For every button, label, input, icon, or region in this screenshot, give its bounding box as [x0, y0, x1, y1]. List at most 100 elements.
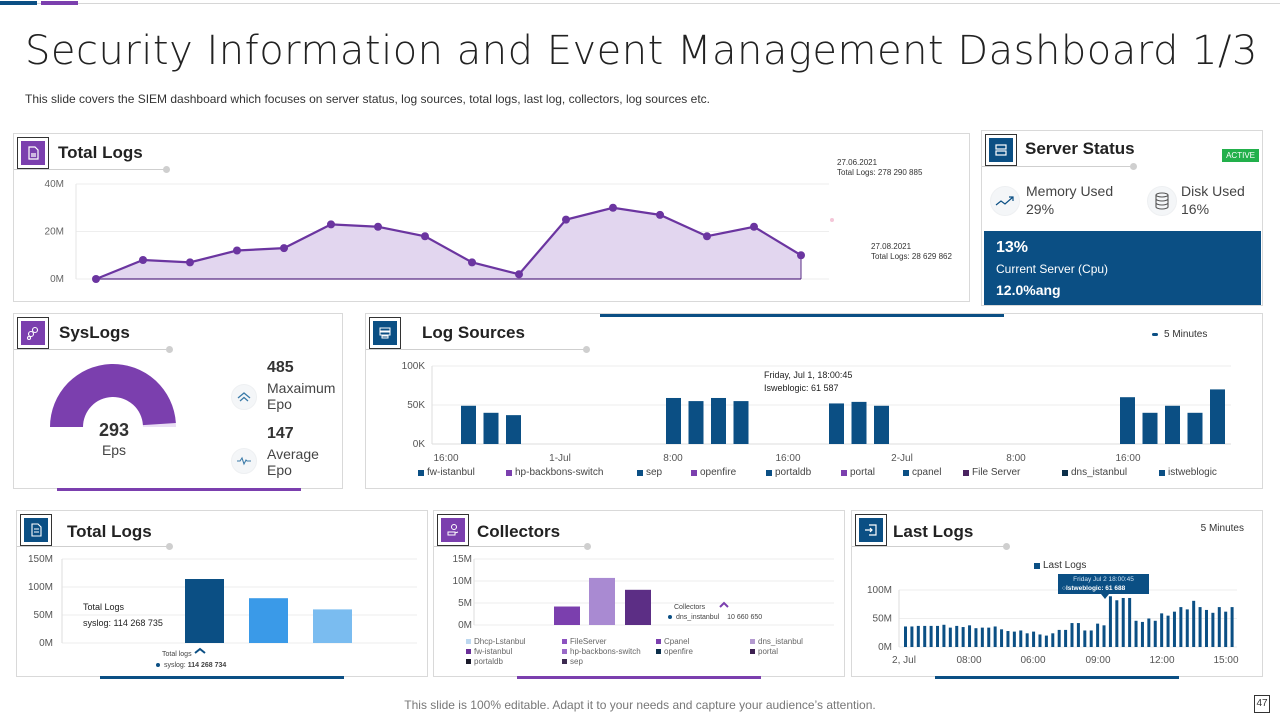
- bar: [625, 589, 651, 625]
- bar: [313, 609, 352, 643]
- avg-label-line2: Epo: [267, 462, 292, 478]
- annotation-bottom-date: 27.08.2021: [871, 242, 912, 251]
- x-tick-label: 16:00: [1115, 453, 1140, 464]
- y-tick-label: 0M: [50, 274, 64, 284]
- legend-item[interactable]: portal: [841, 467, 875, 478]
- bar: [1192, 600, 1196, 647]
- legend-item[interactable]: cpanel: [903, 467, 941, 478]
- legend-item[interactable]: portaldb: [766, 467, 811, 478]
- legend-swatch: [841, 469, 847, 476]
- x-tick-label: 12:00: [1149, 655, 1174, 666]
- max-label-line1: Maxaimum: [267, 380, 336, 396]
- legend-swatch: [466, 649, 471, 654]
- page-number: 47: [1254, 695, 1270, 713]
- legend-item[interactable]: istweblogic: [1159, 467, 1217, 478]
- legend-item[interactable]: openfire: [656, 647, 693, 656]
- data-point: [468, 258, 476, 267]
- tooltip-line1: Friday Jul 2 18:00:45: [1073, 576, 1134, 583]
- legend-item[interactable]: portaldb: [466, 657, 503, 666]
- legend-item[interactable]: sep: [562, 657, 583, 666]
- bar: [1230, 607, 1234, 647]
- series-dot-icon: [156, 663, 160, 667]
- legend-label: istweblogic: [1168, 467, 1217, 478]
- legend-item[interactable]: hp-backbons-switch: [562, 647, 641, 656]
- disk-label: Disk Used: [1181, 183, 1245, 199]
- title-underline-dot: [1130, 163, 1137, 170]
- server-rack-icon: [373, 321, 397, 345]
- tooltip-title: Total logs: [162, 651, 192, 658]
- y-tick-label: 100M: [28, 582, 53, 593]
- interval-selector[interactable]: 5 Minutes: [1152, 329, 1207, 340]
- eps-value: 293: [98, 420, 130, 440]
- eps-label: Eps: [101, 442, 127, 458]
- panel-title: SysLogs: [59, 323, 130, 342]
- legend-item[interactable]: dns_istanbul: [750, 637, 803, 646]
- x-tick-label: 16:00: [775, 453, 800, 464]
- data-point: [280, 244, 288, 253]
- legend-item[interactable]: portal: [750, 647, 778, 656]
- max-icon-circle: [231, 384, 257, 410]
- bar: [1198, 607, 1202, 647]
- legend-item[interactable]: fw-istanbul: [418, 467, 475, 478]
- legend-label: FileServer: [570, 637, 607, 646]
- bar: [1172, 611, 1176, 647]
- bar: [554, 606, 580, 625]
- legend-item[interactable]: FileServer: [562, 637, 606, 646]
- x-tick-label: 15:00: [1213, 655, 1238, 666]
- bar: [1000, 629, 1004, 647]
- x-tick-label: 08:00: [956, 655, 981, 666]
- title-underline: [17, 546, 167, 547]
- bar: [733, 401, 749, 444]
- panel-title: Collectors: [477, 522, 561, 541]
- legend-swatch: [466, 639, 471, 644]
- legend-item[interactable]: dns_istanbul: [1062, 467, 1127, 478]
- legend-swatch: [562, 639, 567, 644]
- panel-title: Total Logs: [58, 143, 143, 162]
- chart-tooltip: Friday, Jul 1, 18:00:45 Isweblogic: 61 5…: [764, 369, 852, 395]
- y-tick-label: 100M: [867, 585, 892, 596]
- avg-label: Average Epo: [267, 446, 319, 478]
- bar-label-title: Total Logs: [83, 602, 125, 612]
- legend-swatch: [903, 469, 909, 476]
- x-tick-label: 06:00: [1020, 655, 1045, 666]
- legend-label: hp-backbons-switch: [515, 467, 604, 478]
- legend-item[interactable]: openfire: [691, 467, 736, 478]
- legend-swatch: [963, 469, 969, 476]
- legend-swatch: [1062, 469, 1068, 476]
- tooltip-value: 10 660 650: [727, 614, 763, 621]
- legend-item[interactable]: Dhcp-Lstanbul: [466, 637, 526, 646]
- accent-bar-purple: [41, 1, 78, 5]
- panel-accent-bar: [517, 676, 761, 679]
- data-point: [421, 232, 429, 241]
- legend-item[interactable]: Cpanel: [656, 637, 689, 646]
- legend-label: hp-backbons-switch: [570, 647, 641, 656]
- data-point: [750, 222, 758, 231]
- legend-item[interactable]: hp-backbons-switch: [506, 467, 603, 478]
- legend-item[interactable]: File Server: [963, 467, 1020, 478]
- legend-label: Cpanel: [664, 637, 690, 646]
- bar: [874, 405, 889, 444]
- bar: [923, 625, 927, 647]
- panel-accent-bar: [100, 676, 344, 679]
- collectors-panel: Collectors 0M 5M 10M 15M Collectors dns_ins…: [433, 510, 845, 679]
- bar: [589, 577, 615, 625]
- last-logs-panel: Last Logs 5 Minutes Last Logs 0M 50M 100M 2…: [851, 510, 1263, 679]
- panel-icon-frame: [437, 514, 469, 546]
- legend-item[interactable]: sep: [637, 467, 662, 478]
- legend-label: File Server: [972, 467, 1021, 478]
- legend-item[interactable]: fw-istanbul: [466, 647, 512, 656]
- legend-label: fw-istanbul: [474, 647, 513, 656]
- x-tick-label: 16:00: [433, 453, 458, 464]
- panel-icon-frame: [20, 514, 52, 546]
- panel-accent-bar: [600, 314, 1004, 317]
- interval-marker-icon: [1152, 333, 1158, 336]
- gauge-fill: [50, 363, 176, 427]
- interval-selector[interactable]: 5 Minutes: [1200, 523, 1244, 534]
- legend-swatch: [766, 469, 772, 476]
- chevron-up-icon: [237, 392, 251, 402]
- data-point: [139, 256, 147, 264]
- tooltip-caret-icon: [717, 595, 731, 608]
- bar: [1025, 633, 1029, 647]
- x-tick-label: 09:00: [1085, 655, 1110, 666]
- legend-label: openfire: [700, 467, 737, 478]
